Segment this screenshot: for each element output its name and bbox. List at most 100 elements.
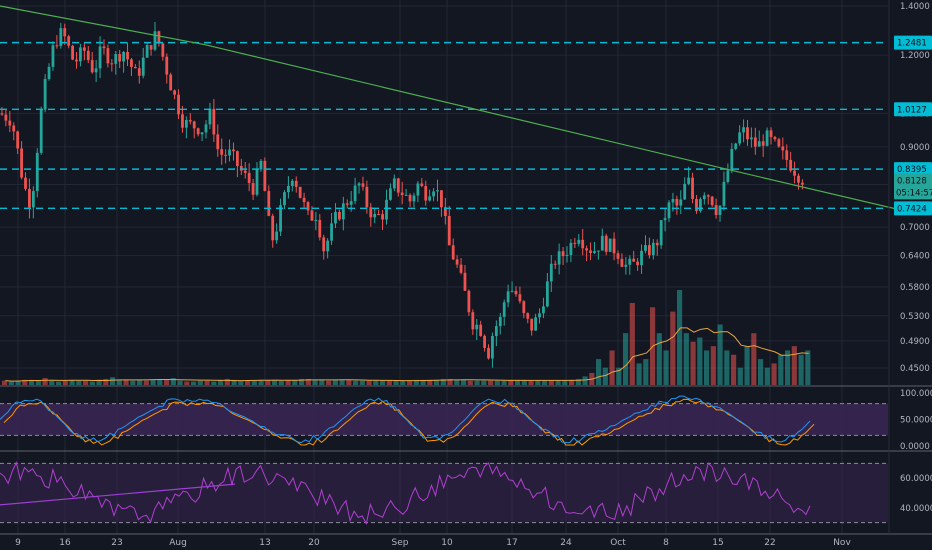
volume-bar <box>656 333 662 385</box>
candle-up <box>228 149 231 156</box>
candle-up <box>47 66 51 80</box>
volume-bar <box>454 379 460 385</box>
candle-down <box>20 148 23 178</box>
volume-bar <box>447 378 453 385</box>
volume-bar <box>130 380 136 385</box>
candle-down <box>424 186 428 201</box>
volume-bar <box>690 341 696 385</box>
volume-bar <box>535 380 541 385</box>
candle-down <box>777 139 781 147</box>
time-tick-label: 22 <box>764 538 775 548</box>
horizontal-levels[interactable] <box>0 41 888 210</box>
candle-down <box>369 207 373 218</box>
candle-up <box>283 192 286 206</box>
volume-bar <box>258 379 264 385</box>
volume-bar <box>62 380 68 385</box>
candle-down <box>294 180 298 187</box>
candle-down <box>695 199 698 212</box>
candle-down <box>196 128 200 135</box>
level-price-tag-text: 0.7424 <box>897 204 927 214</box>
level-price-tag-text: 1.2481 <box>897 39 927 49</box>
candle-up <box>757 141 761 147</box>
volume-bar <box>312 379 318 385</box>
candle-down <box>271 215 275 241</box>
candle-up <box>353 185 357 202</box>
volume-bar <box>96 379 102 385</box>
candle-up <box>742 127 745 133</box>
stochastic-tick-label: 100.0000 <box>900 389 932 399</box>
volume-bar <box>528 380 534 385</box>
candle-up <box>726 170 730 182</box>
candle-up <box>385 199 388 220</box>
volume-bar <box>609 350 615 385</box>
volume-bar <box>143 380 149 385</box>
candle-down <box>4 114 8 121</box>
volume-bar <box>346 379 352 385</box>
candle-down <box>467 290 471 313</box>
candle-countdown: 05:14:57 <box>896 188 932 198</box>
candle-down <box>298 186 302 198</box>
volume-bar <box>737 367 743 385</box>
candle-down <box>157 31 161 44</box>
volume-bar <box>83 380 89 385</box>
candle-up <box>392 178 396 189</box>
candle-up <box>141 57 145 76</box>
candle-down <box>451 245 455 260</box>
candle-down <box>459 264 463 273</box>
volume-bar <box>49 380 55 385</box>
candle-up <box>436 190 439 192</box>
pane-separators[interactable] <box>0 385 932 535</box>
candle-down <box>769 130 773 137</box>
candle-down <box>785 150 789 160</box>
candle-up <box>275 231 279 241</box>
price-tick-label: 0.4500 <box>900 364 930 374</box>
volume-bar <box>393 380 399 385</box>
candle-up <box>122 51 125 62</box>
candle-down <box>118 53 122 62</box>
volume-bar <box>305 378 311 385</box>
candle-down <box>16 131 20 149</box>
volume-bar <box>245 380 251 385</box>
candle-down <box>243 170 247 173</box>
time-axis[interactable]: 9 16 23 Aug 13 20 Sep 10 17 24 Oct 8 15 22 Nov <box>15 538 851 548</box>
candle-down <box>514 290 518 295</box>
candle-down <box>518 294 522 302</box>
candle-down <box>447 215 451 246</box>
trendline[interactable] <box>0 5 899 210</box>
candle-down <box>463 272 467 291</box>
candle-up <box>114 53 118 64</box>
candle-down <box>581 239 585 249</box>
candle-down <box>173 90 177 95</box>
time-tick-label: 8 <box>663 538 669 548</box>
volume-bar <box>231 379 237 385</box>
volume-bar <box>785 350 791 385</box>
candle-down <box>181 114 184 128</box>
volume-bar <box>704 350 710 385</box>
volume-bar <box>299 378 305 385</box>
candle-up <box>549 263 553 282</box>
candle-down <box>365 186 369 208</box>
candle-down <box>12 125 16 132</box>
candle-up <box>569 242 573 256</box>
candle-down <box>133 66 137 69</box>
rsi-trendline[interactable] <box>0 483 236 506</box>
candle-down <box>443 207 447 216</box>
volume-bar <box>494 380 500 385</box>
time-tick-label: 23 <box>111 538 122 548</box>
candle-down <box>801 182 804 185</box>
trendline-group[interactable] <box>0 5 899 210</box>
candle-down <box>714 205 718 215</box>
candle-down <box>561 251 565 257</box>
candle-down <box>761 141 765 146</box>
candle-down <box>302 197 306 203</box>
volume-bar <box>697 337 703 385</box>
candle-up <box>59 28 63 47</box>
candle-down <box>381 214 384 220</box>
candle-down <box>28 188 31 208</box>
volume-bar <box>56 381 62 385</box>
candle-up <box>557 251 561 265</box>
candle-down <box>789 159 793 171</box>
volume-bar <box>89 381 95 385</box>
candle-up <box>475 324 479 330</box>
